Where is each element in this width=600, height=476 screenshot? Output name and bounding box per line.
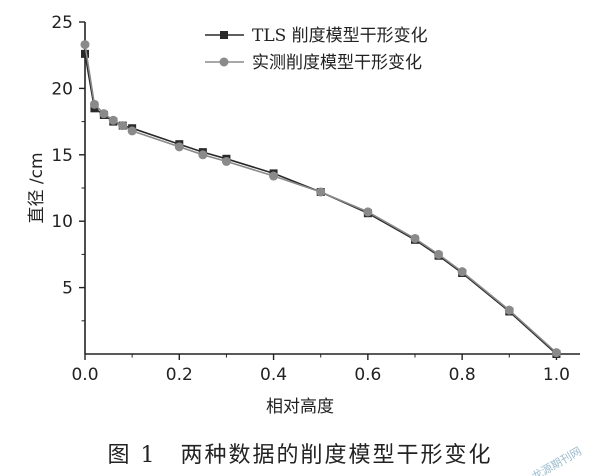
x-tick-label: 0.4 <box>260 365 287 385</box>
series-layer <box>80 40 561 358</box>
legend: TLS 削度模型干形变化 实测削度模型干形变化 <box>205 26 428 73</box>
data-point-series-2 <box>198 150 208 160</box>
data-point-series-2 <box>174 142 184 152</box>
data-point-series-2 <box>363 207 373 217</box>
data-point-series-2 <box>108 115 118 125</box>
x-tick-label: 0.8 <box>449 365 476 385</box>
data-point-series-2 <box>118 121 128 131</box>
watermark: 龙源期刊网 <box>529 444 584 476</box>
data-point-series-2 <box>127 126 137 136</box>
data-point-series-2 <box>99 109 109 119</box>
plot-area: 0.0 0.2 0.4 0.6 0.8 1.0 5 10 15 20 25 <box>51 13 580 385</box>
legend-marker-tls <box>220 31 228 39</box>
data-point-series-2 <box>316 187 326 197</box>
data-point-series-2 <box>504 305 514 315</box>
y-ticks: 5 10 15 20 25 <box>51 13 85 322</box>
data-point-series-1 <box>81 49 89 58</box>
data-point-series-2 <box>221 156 231 166</box>
y-tick-label: 5 <box>62 279 73 299</box>
data-point-series-2 <box>551 348 561 358</box>
data-point-series-2 <box>457 267 467 277</box>
legend-label-tls: TLS 削度模型干形变化 <box>252 26 428 46</box>
y-tick-label: 25 <box>51 13 73 33</box>
legend-marker-measured <box>219 57 229 67</box>
x-tick-label: 0.2 <box>166 365 193 385</box>
data-point-series-2 <box>89 99 99 109</box>
x-tick-label: 0.0 <box>71 365 98 385</box>
series-line-2 <box>84 44 557 354</box>
series-line-1 <box>84 53 557 355</box>
x-tick-label: 1.0 <box>543 365 570 385</box>
y-tick-label: 10 <box>51 212 73 232</box>
data-point-series-2 <box>434 249 444 259</box>
y-axis-label: 直径 /cm <box>27 152 47 223</box>
legend-label-measured: 实测削度模型干形变化 <box>252 53 422 73</box>
y-tick-label: 15 <box>51 146 73 166</box>
x-ticks: 0.0 0.2 0.4 0.6 0.8 1.0 <box>71 354 570 385</box>
x-tick-label: 0.6 <box>354 365 381 385</box>
data-point-series-2 <box>80 40 90 50</box>
data-point-series-2 <box>269 171 279 181</box>
x-axis-label: 相对高度 <box>266 397 334 417</box>
figure-caption: 图 1 两种数据的削度模型干形变化 <box>108 443 493 468</box>
y-tick-label: 20 <box>51 79 73 99</box>
data-point-series-2 <box>410 233 420 243</box>
